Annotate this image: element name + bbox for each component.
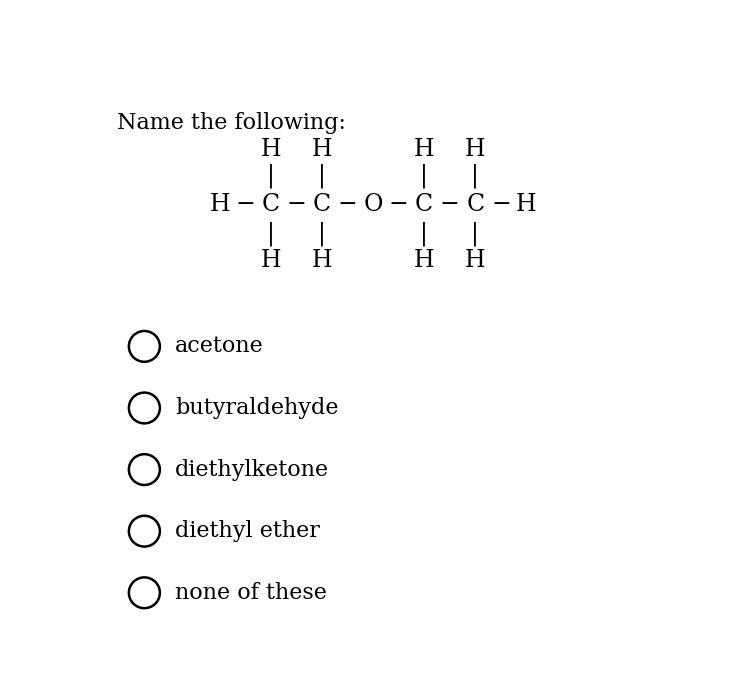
Text: C: C [466, 193, 484, 216]
Text: H: H [311, 138, 332, 161]
Text: |: | [472, 221, 479, 246]
Text: −: − [338, 193, 357, 216]
Text: H: H [414, 248, 435, 272]
Text: |: | [267, 221, 274, 246]
Text: −: − [389, 193, 408, 216]
Text: O: O [363, 193, 383, 216]
Text: |: | [420, 221, 428, 246]
Text: C: C [415, 193, 433, 216]
Text: −: − [235, 193, 255, 216]
Text: |: | [472, 163, 479, 188]
Text: H: H [516, 193, 537, 216]
Text: H: H [465, 138, 486, 161]
Text: H: H [414, 138, 435, 161]
Text: |: | [318, 221, 326, 246]
Text: −: − [440, 193, 459, 216]
Text: H: H [311, 248, 332, 272]
Text: |: | [267, 163, 274, 188]
Text: diethyl ether: diethyl ether [175, 520, 320, 542]
Text: C: C [313, 193, 331, 216]
Text: H: H [260, 138, 281, 161]
Text: diethylketone: diethylketone [175, 459, 329, 480]
Text: none of these: none of these [175, 582, 327, 604]
Text: Name the following:: Name the following: [117, 112, 346, 134]
Text: C: C [262, 193, 280, 216]
Text: butyraldehyde: butyraldehyde [175, 397, 339, 419]
Text: |: | [318, 163, 326, 188]
Text: −: − [287, 193, 306, 216]
Text: H: H [465, 248, 486, 272]
Text: acetone: acetone [175, 336, 264, 357]
Text: H: H [260, 248, 281, 272]
Text: H: H [209, 193, 230, 216]
Text: |: | [420, 163, 428, 188]
Text: −: − [491, 193, 511, 216]
